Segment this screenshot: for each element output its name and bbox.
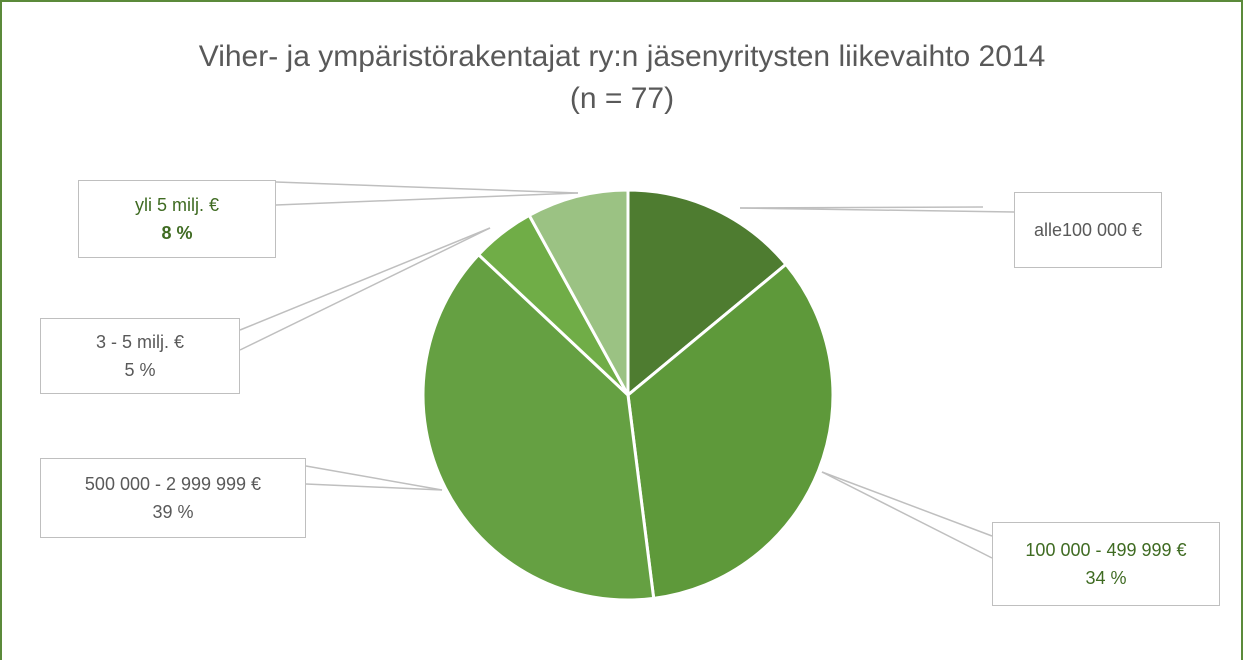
label-value: 34 % bbox=[1085, 568, 1127, 588]
label-category: 3 - 5 milj. € bbox=[95, 332, 185, 352]
label-value: 39 % bbox=[152, 502, 194, 522]
data-label: 3 - 5 milj. € 5 % bbox=[40, 318, 240, 394]
pie-slice bbox=[626, 262, 835, 601]
data-label: alle100 000 € bbox=[1014, 192, 1162, 268]
leader-line bbox=[739, 207, 1015, 213]
label-category: yli 5 milj. € bbox=[134, 195, 219, 215]
leader-line bbox=[305, 483, 443, 491]
pie-slice bbox=[421, 252, 656, 602]
leader-line bbox=[305, 465, 443, 491]
pie-slice bbox=[626, 188, 789, 399]
leader-line bbox=[275, 192, 579, 206]
leader-line bbox=[275, 181, 579, 194]
label-value: 5 % bbox=[124, 360, 156, 380]
label-value: 8 % bbox=[161, 223, 193, 243]
data-label: 500 000 - 2 999 999 € 39 % bbox=[40, 458, 306, 538]
chart-title: Viher- ja ympäristörakentajat ry:n jäsen… bbox=[198, 40, 1046, 73]
leader-line bbox=[821, 471, 993, 559]
data-label: 100 000 - 499 999 € 34 % bbox=[992, 522, 1220, 606]
chart-subtitle: (n = 77) bbox=[569, 82, 675, 115]
leader-line bbox=[739, 206, 984, 209]
leader-line bbox=[239, 227, 491, 351]
label-category: 500 000 - 2 999 999 € bbox=[84, 474, 262, 494]
leader-line bbox=[239, 227, 491, 331]
label-category: 100 000 - 499 999 € bbox=[1025, 540, 1187, 560]
leader-line bbox=[821, 471, 993, 537]
label-category: alle100 000 € bbox=[1033, 220, 1143, 240]
data-label: yli 5 milj. € 8 % bbox=[78, 180, 276, 258]
pie-slice bbox=[527, 188, 630, 396]
